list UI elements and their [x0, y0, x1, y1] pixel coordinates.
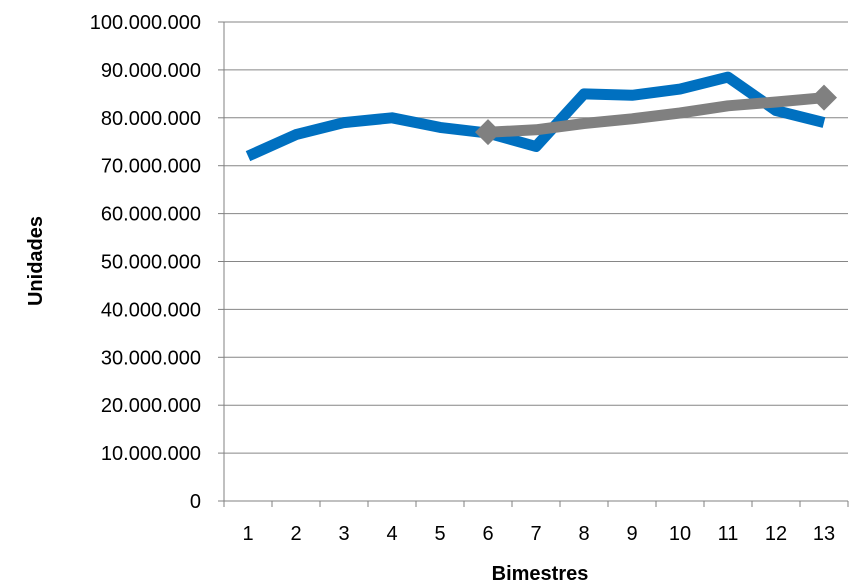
x-tick-label: 9: [626, 523, 637, 545]
axes: [223, 22, 848, 502]
x-tick-label: 6: [482, 523, 493, 545]
x-tick-label: 1: [242, 523, 253, 545]
x-tick-label: 13: [813, 523, 835, 545]
y-tick-label: 10.000.000: [101, 443, 201, 465]
series-line-1: [245, 71, 826, 162]
y-axis-title: Unidades: [25, 216, 47, 306]
x-tick-labels: 1 2 3 4 5 6 7 8 9 10 11 12 13: [223, 501, 849, 545]
y-tick-label: 30.000.000: [101, 347, 201, 369]
series: [245, 71, 837, 162]
x-tick-label: 5: [434, 523, 445, 545]
x-tick-label: 7: [530, 523, 541, 545]
gridlines: [218, 21, 848, 502]
series-line-2: [487, 92, 825, 138]
x-tick-label: 12: [765, 523, 787, 545]
y-tick-label: 20.000.000: [101, 395, 201, 417]
y-tick-label: 90.000.000: [101, 60, 201, 82]
y-tick-label: 100.000.000: [90, 12, 201, 34]
y-tick-label: 0: [190, 491, 201, 513]
x-axis-title: Bimestres: [492, 563, 589, 585]
x-tick-label: 4: [386, 523, 397, 545]
y-tick-label: 40.000.000: [101, 299, 201, 321]
y-tick-label: 70.000.000: [101, 156, 201, 178]
series-2-point-marker: [811, 84, 837, 111]
x-tick-label: 2: [290, 523, 301, 545]
y-tick-label: 80.000.000: [101, 108, 201, 130]
series-2-point-marker: [475, 119, 501, 146]
x-tick-label: 10: [669, 523, 691, 545]
x-tick-label: 11: [718, 523, 739, 545]
x-tick-label: 8: [578, 523, 589, 545]
y-tick-labels: 0 10.000.000 20.000.000 30.000.000 40.000.00…: [90, 12, 201, 513]
y-tick-label: 50.000.000: [101, 252, 201, 274]
y-tick-label: 60.000.000: [101, 204, 201, 226]
x-tick-label: 3: [338, 523, 349, 545]
